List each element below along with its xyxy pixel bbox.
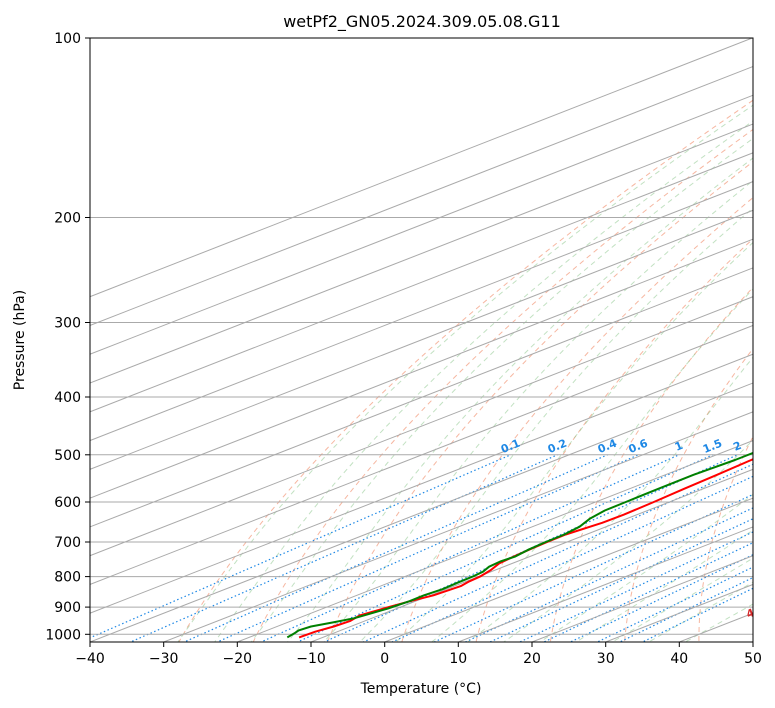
mixing-ratio-label: 0.4 [596,437,619,456]
x-tick-label: 40 [670,651,688,667]
moist-adiabat-line [647,581,753,642]
dry-adiabat-line [326,161,753,642]
dry-adiabat-line [475,238,753,642]
y-tick-label: 300 [54,316,81,332]
moist-adiabat-line [359,207,753,642]
x-tick-label: 30 [597,651,615,667]
mixing-ratio-label: 2 [731,439,743,454]
mixing-ratio-line [432,493,753,642]
mixing-ratio-label: 3 [768,439,775,454]
mixing-ratio-line [618,576,753,642]
isotherm-line [752,641,753,642]
y-axis: 100 200 300 400 500 600 700 800 900 1000 [45,31,90,643]
x-tick-label: 0 [380,651,389,667]
x-tick-label: −20 [223,651,253,667]
isotherm-line [90,353,753,614]
y-tick-label: 700 [54,535,81,551]
isotherm-line [163,411,753,642]
isotherm-line [90,267,753,528]
y-tick-label: 600 [54,495,81,511]
y-tick-label: 900 [54,600,81,616]
x-axis: −40 −30 −20 −10 0 10 20 30 40 50 [75,642,762,667]
isotherm-line [90,296,753,557]
x-tick-label: −10 [296,651,326,667]
isotherm-line [679,612,753,642]
isotherm-line [90,123,753,384]
mixing-ratio-label: 1 [673,439,685,454]
x-axis-label: Temperature (°C) [360,681,482,697]
mixing-ratio-line [182,454,608,642]
mixing-ratio-line [129,454,558,642]
isotherm-line [90,238,753,499]
y-tick-label: 200 [54,211,81,227]
y-tick-label: 400 [54,390,81,406]
y-tick-label: 800 [54,570,81,586]
moist-adiabat-line [323,180,753,642]
mixing-ratio-line [215,454,639,642]
mixing-ratio-line [488,518,753,642]
mixing-ratio-label: 0.2 [546,437,569,456]
x-tick-label: 20 [523,651,541,667]
mixing-ratio-label: 0.1 [499,437,522,456]
isotherm-line [90,209,753,470]
moist-adiabat-line [431,288,753,642]
mixing-ratio-line [641,587,753,642]
plot-frame [89,37,754,643]
dry-adiabat-line [401,196,753,642]
isotherm-line [90,382,753,642]
x-tick-label: 10 [449,651,467,667]
x-tick-label: 50 [744,651,762,667]
chart-title: wetPf2_GN05.2024.309.05.08.G11 [283,12,561,32]
dry-adiabat-line [624,347,753,642]
mixing-ratio-line [90,454,511,639]
x-tick-label: −40 [75,651,105,667]
y-tick-label: 1000 [45,627,81,643]
y-tick-label: 500 [54,448,81,464]
isotherm-line [90,94,753,355]
dewpoint-line [286,451,753,639]
isotherm-line [237,440,753,642]
sounding-profiles [286,451,753,639]
isotherm-line [90,38,753,298]
isotherm-line [90,65,753,327]
isotherm-line [90,181,753,442]
moist-adiabat-line [250,137,753,642]
background-lines [90,38,753,642]
dry-adiabat-line [252,128,753,642]
dry-adiabat-line [178,99,753,642]
isotherm-line [90,324,753,585]
temperature-line [298,458,753,639]
moist-adiabat-line [177,104,753,642]
plot-area: -100-90-80-70-60-50-40-30-20-10010203040… [90,38,775,642]
y-tick-label: 100 [54,31,81,47]
moist-adiabat-line [286,157,753,642]
mixing-ratio-line [259,454,680,642]
isotherm-line [310,468,753,642]
isotherm-line [384,497,753,642]
moist-adiabat-line [611,557,753,642]
x-tick-label: −30 [149,651,179,667]
isotherm-line [458,526,753,642]
mixing-ratio-line [569,554,753,642]
isotherm-label: 40 [745,603,764,621]
moist-adiabat-line [466,356,753,642]
dry-adiabat-line [549,286,753,642]
background-labels: -100-90-80-70-60-50-40-30-20-10010203040… [499,437,775,622]
isotherm-label: 30 [764,567,775,585]
isotherm-line [90,152,753,413]
mixing-ratio-line [361,463,753,642]
y-axis-label: Pressure (hPa) [12,290,28,390]
